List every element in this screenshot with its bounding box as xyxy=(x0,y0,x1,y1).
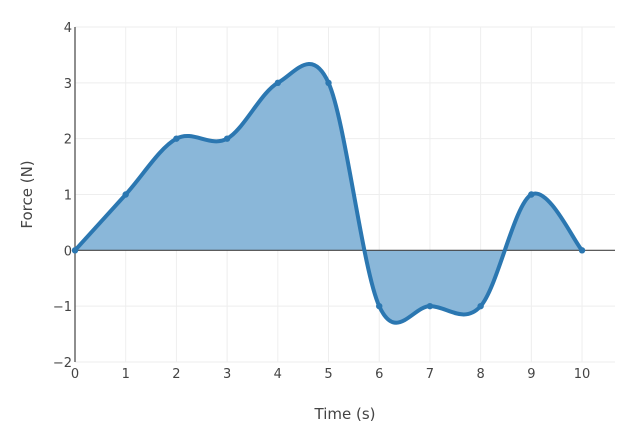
data-point xyxy=(325,79,332,87)
data-point xyxy=(528,191,535,198)
x-tick-label: 7 xyxy=(426,367,434,382)
y-tick-labels: −2 −1 0 1 2 3 4 xyxy=(53,21,72,371)
x-tick-label: 5 xyxy=(324,367,332,382)
x-tick-labels: 0 1 2 3 4 5 6 7 8 9 10 xyxy=(71,367,590,382)
y-tick-label: 0 xyxy=(64,244,72,259)
data-point xyxy=(426,302,434,310)
data-point xyxy=(122,191,129,198)
data-point xyxy=(376,302,383,310)
x-tick-label: 10 xyxy=(574,367,591,382)
data-point xyxy=(223,135,231,142)
data-point xyxy=(173,135,180,142)
area-fill xyxy=(75,64,583,323)
x-tick-label: 4 xyxy=(274,367,282,382)
x-tick-label: 1 xyxy=(122,367,130,382)
x-tick-label: 6 xyxy=(375,367,383,382)
y-tick-label: 4 xyxy=(64,21,72,36)
y-tick-label: −1 xyxy=(53,300,72,315)
y-tick-label: 1 xyxy=(64,189,72,204)
x-tick-label: 3 xyxy=(223,367,231,382)
data-points xyxy=(71,79,586,310)
series-line xyxy=(73,62,585,325)
y-tick-label: 2 xyxy=(64,133,72,148)
x-axis-title: Time (s) xyxy=(314,405,376,423)
data-point xyxy=(274,79,282,87)
y-tick-label: −2 xyxy=(53,356,72,371)
x-tick-label: 9 xyxy=(527,367,535,382)
x-tick-label: 0 xyxy=(71,367,79,382)
y-axis-title: Force (N) xyxy=(18,160,36,228)
y-tick-label: 3 xyxy=(64,77,72,92)
data-point xyxy=(578,247,586,254)
x-tick-label: 8 xyxy=(476,367,484,382)
data-point xyxy=(71,247,79,254)
data-point xyxy=(477,302,484,310)
x-tick-label: 2 xyxy=(172,367,180,382)
